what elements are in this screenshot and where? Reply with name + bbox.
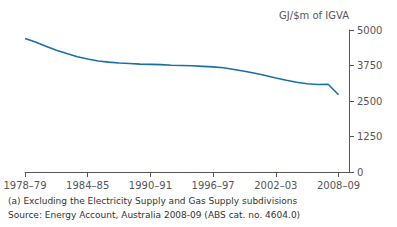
svg-text:Source: Energy Account, Austra: Source: Energy Account, Australia 2008-0… — [8, 210, 300, 220]
svg-text:0: 0 — [357, 167, 363, 178]
svg-text:2500: 2500 — [357, 96, 382, 107]
svg-text:1990–91: 1990–91 — [129, 180, 172, 191]
svg-text:5000: 5000 — [357, 25, 382, 36]
svg-text:1996–97: 1996–97 — [192, 180, 235, 191]
svg-text:1984–85: 1984–85 — [66, 180, 109, 191]
svg-text:GJ/$m of IGVA: GJ/$m of IGVA — [279, 10, 349, 21]
svg-text:2002–03: 2002–03 — [254, 180, 297, 191]
svg-text:3750: 3750 — [357, 60, 382, 71]
svg-text:2008–09: 2008–09 — [317, 180, 360, 191]
svg-text:1250: 1250 — [357, 131, 382, 142]
svg-text:1978–79: 1978–79 — [3, 180, 46, 191]
svg-text:(a) Excluding the Electricity: (a) Excluding the Electricity Supply and… — [8, 196, 298, 206]
